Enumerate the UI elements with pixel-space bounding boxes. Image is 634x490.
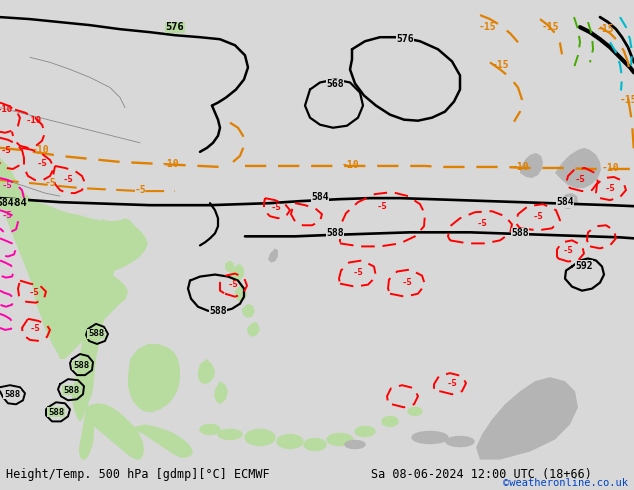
- Ellipse shape: [277, 435, 303, 448]
- Polygon shape: [555, 148, 601, 188]
- Polygon shape: [0, 0, 148, 359]
- Text: -5: -5: [44, 178, 56, 188]
- Polygon shape: [72, 218, 122, 421]
- Text: 588: 588: [326, 228, 344, 238]
- Text: 588: 588: [63, 386, 79, 395]
- Text: -5: -5: [228, 280, 238, 289]
- Text: -10: -10: [26, 116, 42, 125]
- Text: -10: -10: [341, 160, 359, 170]
- Text: 588: 588: [511, 228, 529, 238]
- Polygon shape: [214, 381, 228, 404]
- Text: -5: -5: [605, 184, 616, 193]
- Ellipse shape: [355, 426, 375, 437]
- Polygon shape: [198, 359, 215, 384]
- Polygon shape: [476, 377, 578, 460]
- Text: 588: 588: [88, 329, 104, 339]
- Text: -5: -5: [2, 211, 13, 220]
- Ellipse shape: [408, 407, 422, 416]
- Text: -5: -5: [401, 278, 412, 287]
- Text: -15: -15: [478, 22, 496, 32]
- Polygon shape: [225, 261, 234, 272]
- Polygon shape: [130, 424, 193, 458]
- Text: -5: -5: [30, 324, 41, 333]
- Text: -5: -5: [477, 219, 488, 228]
- Text: 584: 584: [0, 198, 14, 208]
- Text: 584: 584: [556, 197, 574, 207]
- Polygon shape: [242, 304, 255, 318]
- Ellipse shape: [412, 432, 448, 443]
- Text: -5: -5: [63, 174, 74, 184]
- Text: -10: -10: [511, 162, 529, 172]
- Text: -15: -15: [596, 24, 614, 34]
- Text: 584: 584: [311, 192, 329, 202]
- Polygon shape: [128, 344, 180, 413]
- Polygon shape: [520, 153, 543, 178]
- Polygon shape: [268, 248, 278, 263]
- Polygon shape: [230, 264, 244, 282]
- Text: -5: -5: [562, 246, 573, 255]
- Polygon shape: [247, 322, 260, 337]
- Text: -5: -5: [377, 202, 387, 211]
- Text: -15: -15: [619, 95, 634, 104]
- Polygon shape: [560, 193, 578, 209]
- Text: -10: -10: [31, 145, 49, 155]
- Text: -5: -5: [1, 147, 11, 155]
- Ellipse shape: [382, 416, 398, 426]
- Text: 588: 588: [73, 361, 89, 369]
- Ellipse shape: [345, 441, 365, 448]
- Polygon shape: [235, 286, 247, 302]
- Text: -5: -5: [353, 268, 363, 277]
- Text: 588: 588: [48, 408, 64, 417]
- Text: -5: -5: [2, 181, 13, 190]
- Text: -15: -15: [491, 60, 509, 71]
- Text: -5: -5: [574, 174, 585, 184]
- Text: 588: 588: [4, 390, 20, 399]
- Text: -5: -5: [29, 288, 39, 297]
- Text: -5: -5: [271, 203, 281, 212]
- Text: -5: -5: [37, 159, 48, 169]
- Ellipse shape: [218, 429, 242, 440]
- Text: 576: 576: [396, 34, 414, 44]
- Text: 584: 584: [9, 198, 27, 208]
- Ellipse shape: [327, 434, 353, 445]
- Text: -10: -10: [601, 163, 619, 173]
- Ellipse shape: [304, 439, 326, 451]
- Ellipse shape: [446, 437, 474, 446]
- Text: -5: -5: [533, 212, 543, 220]
- Text: ©weatheronline.co.uk: ©weatheronline.co.uk: [503, 478, 628, 488]
- Text: 588: 588: [209, 306, 227, 316]
- Text: 576: 576: [165, 22, 184, 32]
- Polygon shape: [79, 404, 94, 460]
- Text: -15: -15: [541, 22, 559, 32]
- Text: -10: -10: [0, 105, 13, 114]
- Ellipse shape: [200, 424, 220, 435]
- Polygon shape: [87, 403, 144, 460]
- Text: 568: 568: [326, 79, 344, 90]
- Ellipse shape: [245, 429, 275, 445]
- Text: Sa 08-06-2024 12:00 UTC (18+66): Sa 08-06-2024 12:00 UTC (18+66): [371, 468, 592, 481]
- Text: -10: -10: [161, 159, 179, 169]
- Text: 592: 592: [575, 261, 593, 270]
- Text: Height/Temp. 500 hPa [gdmp][°C] ECMWF: Height/Temp. 500 hPa [gdmp][°C] ECMWF: [6, 468, 270, 481]
- Text: -5: -5: [446, 379, 457, 388]
- Text: -5: -5: [134, 185, 146, 195]
